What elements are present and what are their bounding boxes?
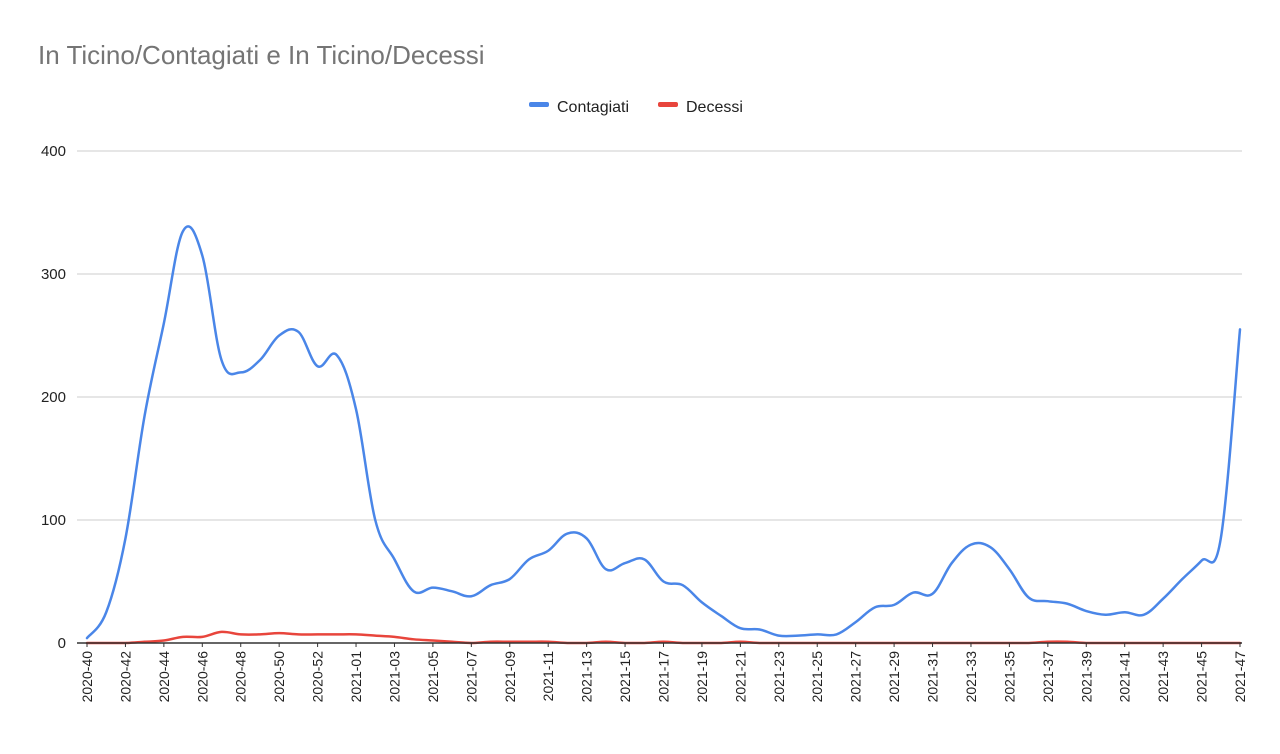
x-tick-label-2021-45: 2021-45	[1194, 651, 1210, 703]
y-tick-label-200: 200	[41, 389, 66, 406]
series-line-contagiati[interactable]	[85, 225, 1242, 640]
x-tick-label-2021-11: 2021-11	[540, 651, 556, 702]
x-tick-label-2021-15: 2021-15	[617, 651, 633, 703]
x-tick-label-2021-19: 2021-19	[694, 651, 710, 703]
y-tick-label-300: 300	[41, 266, 66, 283]
x-tick-label-2020-52: 2020-52	[310, 651, 326, 703]
x-tick-label-2021-25: 2021-25	[809, 651, 825, 703]
x-tick-label-2021-09: 2021-09	[502, 651, 518, 703]
x-tick-label-2021-31: 2021-31	[925, 651, 941, 703]
x-tick-label-2020-48: 2020-48	[233, 651, 249, 703]
legend-label-decessi: Decessi	[686, 99, 743, 116]
x-tick-label-2021-43: 2021-43	[1155, 651, 1171, 703]
x-tick-label-2021-35: 2021-35	[1001, 651, 1017, 703]
legend-swatch-decessi	[658, 102, 678, 107]
legend[interactable]: Contagiati Decessi	[529, 99, 743, 116]
legend-label-contagiati: Contagiati	[557, 99, 629, 116]
x-tick-label-2021-27: 2021-27	[848, 651, 864, 703]
x-tick-label-2021-23: 2021-23	[771, 651, 787, 703]
x-tick-label-2020-46: 2020-46	[194, 651, 210, 703]
series-layer	[85, 225, 1242, 645]
x-tick-label-2021-37: 2021-37	[1040, 651, 1056, 703]
x-tick-label-2020-40: 2020-40	[79, 651, 95, 703]
x-tick-label-2021-47: 2021-47	[1232, 651, 1248, 703]
x-tick-label-2020-50: 2020-50	[271, 651, 287, 703]
x-tick-label-2021-33: 2021-33	[963, 651, 979, 703]
x-tick-label-2021-07: 2021-07	[463, 651, 479, 703]
x-tick-label-2021-01: 2021-01	[348, 651, 364, 703]
x-tick-label-2021-03: 2021-03	[386, 651, 402, 703]
x-tick-label-2021-17: 2021-17	[656, 651, 672, 703]
x-tick-label-2021-05: 2021-05	[425, 651, 441, 703]
x-tick-label-2021-21: 2021-21	[732, 651, 748, 703]
y-tick-label-0: 0	[58, 635, 66, 652]
y-tick-label-400: 400	[41, 143, 66, 160]
x-tick-label-2020-44: 2020-44	[156, 651, 172, 703]
x-tick-label-2021-13: 2021-13	[579, 651, 595, 703]
chart-title: In Ticino/Contagiati e In Ticino/Decessi	[38, 40, 485, 70]
x-tick-label-2021-29: 2021-29	[886, 651, 902, 703]
x-tick-label-2020-42: 2020-42	[117, 651, 133, 703]
x-axis-ticks: 2020-40 2020-42 2020-44 2020-46 2020-48 2020-…	[79, 643, 1248, 702]
y-tick-label-100: 100	[41, 512, 66, 529]
legend-swatch-contagiati	[529, 102, 549, 107]
x-tick-label-2021-39: 2021-39	[1078, 651, 1094, 703]
x-tick-label-2021-41: 2021-41	[1117, 651, 1133, 703]
gridlines	[77, 150, 1242, 521]
y-axis-ticks: 0 100 200 300 400	[41, 143, 66, 652]
series-line-decessi[interactable]	[85, 630, 1242, 645]
